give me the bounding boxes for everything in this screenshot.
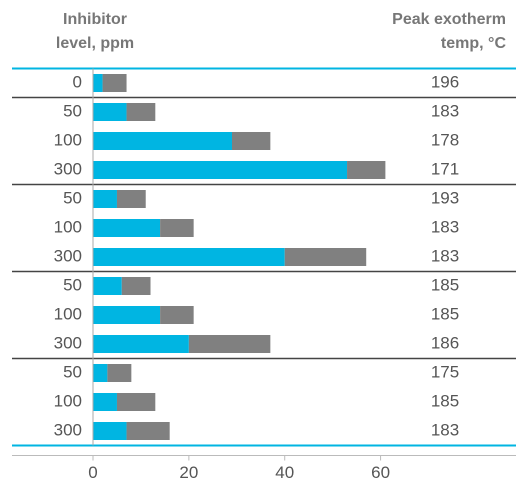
bar-segment	[116, 393, 156, 411]
bar-segment	[160, 306, 194, 324]
bar-segment	[93, 103, 127, 121]
x-tick-label: 20	[179, 463, 198, 482]
temp-label: 183	[431, 420, 459, 439]
x-tick-label: 60	[371, 463, 390, 482]
bar-segment	[188, 335, 271, 353]
temp-label: 175	[431, 362, 459, 381]
temp-label: 178	[431, 130, 459, 149]
row-label: 300	[54, 420, 82, 439]
temp-label: 183	[431, 101, 459, 120]
temp-label: 185	[431, 275, 459, 294]
row-label: 0	[73, 72, 82, 91]
bar-segment	[93, 74, 103, 92]
temp-label: 193	[431, 188, 459, 207]
bar-segment	[93, 335, 189, 353]
bar-segment	[121, 277, 151, 295]
bar-segment	[107, 364, 132, 382]
row-label: 50	[63, 188, 82, 207]
bar-segment	[347, 161, 386, 179]
bar-segment	[93, 248, 285, 266]
row-label: 100	[54, 304, 82, 323]
bar-segment	[160, 219, 194, 237]
header-line: level, ppm	[56, 35, 134, 52]
bar-segment	[93, 190, 117, 208]
bar-segment	[126, 103, 156, 121]
bar-segment	[93, 364, 108, 382]
temp-label: 183	[431, 246, 459, 265]
row-label: 100	[54, 391, 82, 410]
bar-segment	[93, 306, 161, 324]
row-label: 50	[63, 362, 82, 381]
bar-segment	[93, 132, 232, 150]
header-line: temp, °C	[441, 35, 507, 52]
bar-segment	[93, 393, 117, 411]
row-label: 50	[63, 275, 82, 294]
bar-segment	[93, 161, 348, 179]
bar-segment	[93, 219, 161, 237]
bar-segment	[284, 248, 367, 266]
temp-label: 185	[431, 391, 459, 410]
temp-label: 171	[431, 159, 459, 178]
row-label: 300	[54, 246, 82, 265]
header-line: Peak exotherm	[392, 11, 506, 28]
row-label: 100	[54, 130, 82, 149]
temp-label: 186	[431, 333, 459, 352]
temp-label: 185	[431, 304, 459, 323]
bar-segment	[116, 190, 146, 208]
bar-segment	[102, 74, 127, 92]
x-tick-label: 40	[275, 463, 294, 482]
x-tick-label: 0	[88, 463, 97, 482]
bar-segment	[93, 422, 127, 440]
bar-segment	[126, 422, 170, 440]
temp-label: 196	[431, 72, 459, 91]
bar-segment	[93, 277, 122, 295]
bar-segment	[232, 132, 271, 150]
temp-label: 183	[431, 217, 459, 236]
header-line: Inhibitor	[63, 11, 127, 28]
row-label: 300	[54, 159, 82, 178]
row-label: 100	[54, 217, 82, 236]
row-label: 300	[54, 333, 82, 352]
row-label: 50	[63, 101, 82, 120]
